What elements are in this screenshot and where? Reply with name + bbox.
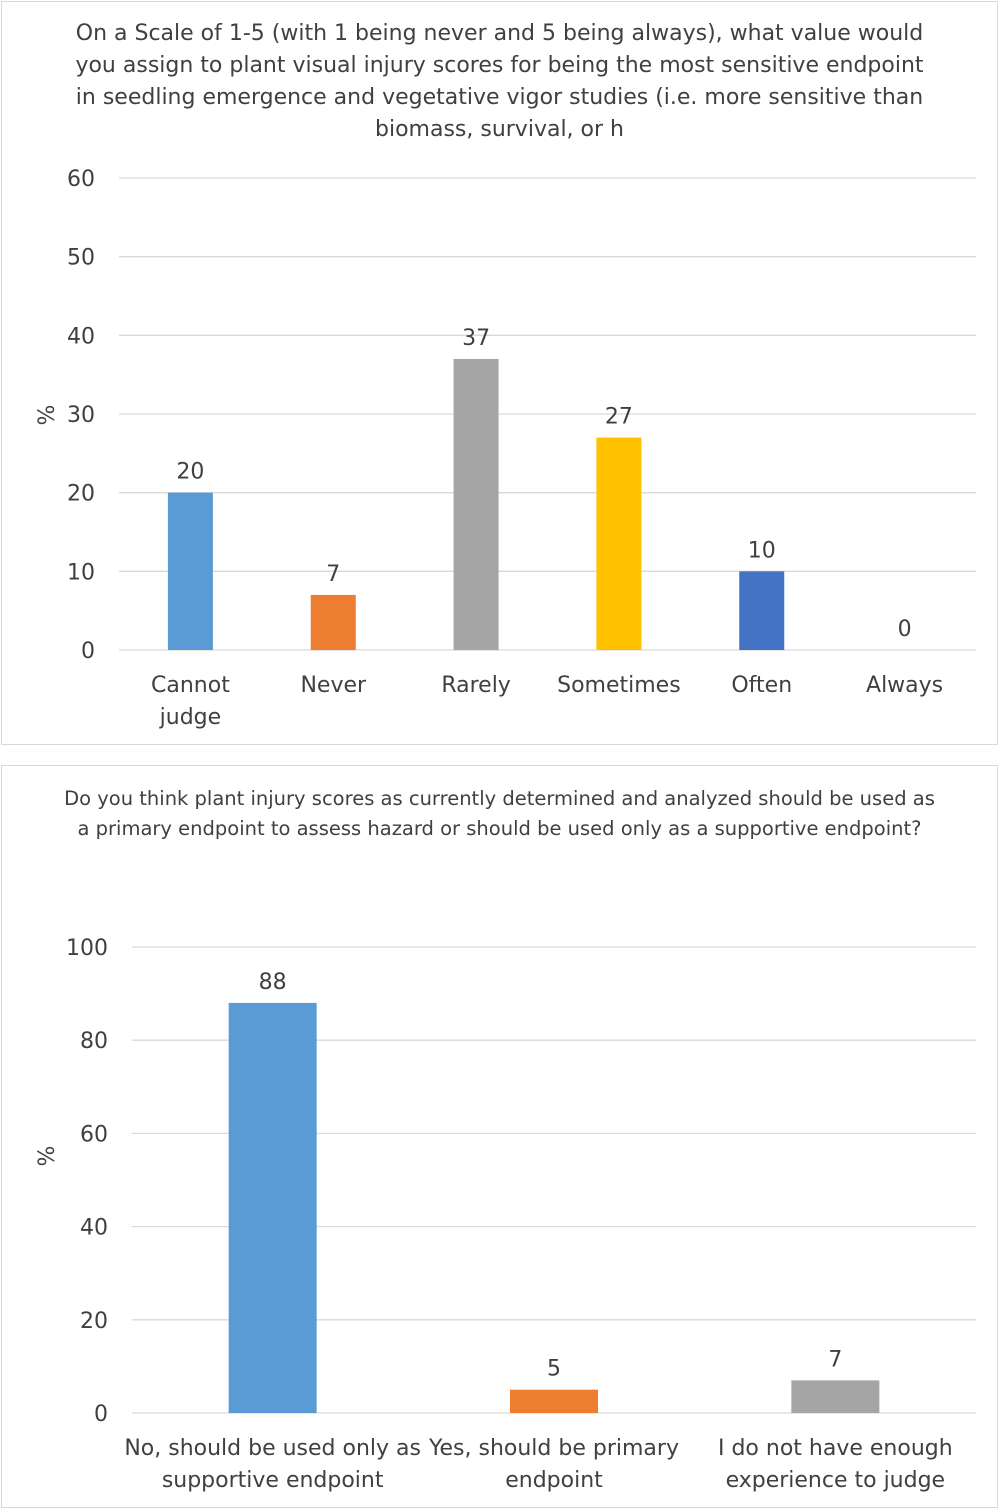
x-tick-label: experience to judge — [726, 1468, 946, 1493]
x-tick-label: I do not have enough — [718, 1436, 953, 1461]
bar — [167, 492, 213, 650]
y-tick-label: 80 — [80, 1029, 108, 1054]
chart-panel-2: Do you think plant injury scores as curr… — [1, 765, 998, 1508]
bar — [510, 1389, 598, 1413]
y-tick-label: 20 — [80, 1309, 108, 1334]
y-tick-label: 0 — [94, 1402, 108, 1427]
data-label: 10 — [748, 538, 776, 563]
chart-panel-1: On a Scale of 1-5 (with 1 being never an… — [1, 1, 998, 745]
bar — [791, 1380, 880, 1413]
x-tick-label: Yes, should be primary — [428, 1436, 679, 1461]
x-tick-label: Sometimes — [557, 673, 681, 698]
y-tick-label: 60 — [80, 1122, 108, 1147]
x-tick-label: supportive endpoint — [162, 1468, 384, 1493]
bar — [739, 571, 785, 650]
data-label: 88 — [259, 970, 287, 995]
data-label: 7 — [326, 562, 340, 587]
y-tick-label: 40 — [80, 1216, 108, 1241]
x-tick-label: endpoint — [505, 1468, 603, 1493]
bar — [228, 1002, 317, 1413]
chart-title: Do you think plant injury scores as curr… — [64, 787, 935, 840]
bar — [453, 358, 499, 650]
y-axis-label: % — [35, 1146, 60, 1167]
x-tick-label: Often — [731, 673, 792, 698]
data-label: 27 — [605, 405, 633, 430]
bar-chart-2: 0 20 40 60 80 100% 88 No, should be used only a… — [35, 936, 976, 1493]
bar — [310, 594, 356, 650]
x-tick-label: Cannot — [151, 673, 230, 698]
x-tick-label: No, should be used only as — [124, 1436, 421, 1461]
data-label: 7 — [828, 1347, 842, 1372]
y-axis-label: % — [35, 405, 60, 426]
y-tick-label: 60 — [67, 167, 95, 192]
data-label: 0 — [898, 617, 912, 642]
data-label: 37 — [462, 326, 490, 351]
y-tick-label: 0 — [81, 639, 95, 664]
data-label: 20 — [176, 460, 204, 485]
x-tick-label: Never — [300, 673, 367, 698]
y-tick-label: 50 — [67, 246, 95, 271]
data-label: 5 — [547, 1357, 561, 1382]
bar-chart-1: 0 10 20 30 40 50 60% 20 Cannot judge 7 Never 37 Rarel… — [35, 167, 976, 730]
y-tick-label: 30 — [67, 403, 95, 428]
y-tick-label: 20 — [67, 482, 95, 507]
x-tick-label: judge — [159, 705, 222, 730]
y-tick-label: 10 — [67, 560, 95, 585]
y-tick-label: 100 — [66, 936, 108, 961]
chart-title: On a Scale of 1-5 (with 1 being never an… — [75, 21, 924, 142]
y-tick-label: 40 — [67, 324, 95, 349]
x-tick-label: Always — [866, 673, 943, 698]
bar — [596, 437, 642, 650]
x-tick-label: Rarely — [441, 673, 511, 698]
